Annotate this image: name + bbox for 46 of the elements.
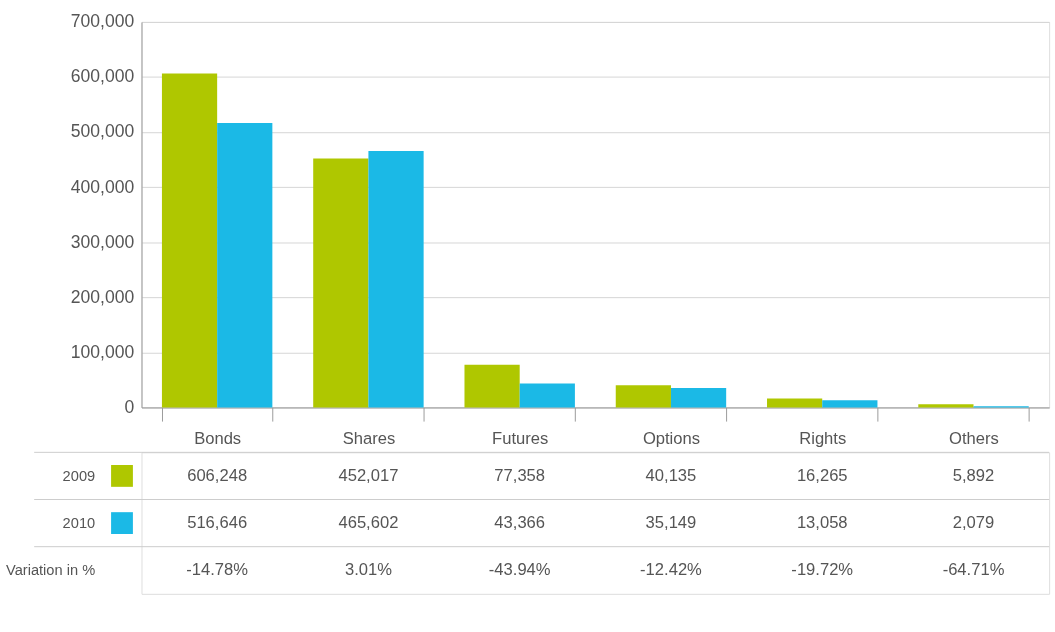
data-label: 452,017 <box>338 465 399 485</box>
x-tick-label: Futures <box>492 429 549 449</box>
x-tick-label: Rights <box>799 429 847 449</box>
y-tick-label: 200,000 <box>70 286 135 307</box>
bar <box>822 400 878 408</box>
bar <box>368 151 424 408</box>
data-label: 2,079 <box>952 512 995 532</box>
bar <box>464 364 520 408</box>
data-label: 606,248 <box>187 465 248 485</box>
text: -14.78% <box>186 560 249 580</box>
text: 3.01% <box>344 560 393 580</box>
x-tick-label: Bonds <box>194 429 242 449</box>
y-tick-label: 500,000 <box>70 121 135 142</box>
bar <box>313 158 369 408</box>
text: Variation in % <box>6 562 96 579</box>
y-tick-label: 300,000 <box>70 231 135 252</box>
data-label: 465,602 <box>338 512 399 532</box>
bar <box>767 398 823 408</box>
bar <box>615 385 671 408</box>
data-label: 5,892 <box>952 465 995 485</box>
y-tick-label: 100,000 <box>70 341 135 362</box>
text: -12.42% <box>640 560 703 580</box>
legend-label: 2009 <box>62 467 96 484</box>
text: -43.94% <box>488 560 551 580</box>
data-label: 16,265 <box>796 465 848 485</box>
x-tick-label: Others <box>949 429 999 449</box>
legend-label: 2010 <box>62 514 96 531</box>
data-label: 77,358 <box>494 465 546 485</box>
bar <box>670 388 727 408</box>
x-tick-label: Options <box>642 429 701 449</box>
y-tick-label: 600,000 <box>70 66 135 87</box>
bar <box>519 383 575 408</box>
data-label: 35,149 <box>645 512 697 532</box>
y-tick-label: 400,000 <box>70 176 135 197</box>
y-tick-label: 700,000 <box>70 11 135 32</box>
bar <box>161 73 218 408</box>
data-label: 13,058 <box>796 512 848 532</box>
y-tick-label: 0 <box>124 396 135 417</box>
data-label: 43,366 <box>494 512 546 532</box>
text: -64.71% <box>942 560 1005 580</box>
bar <box>217 122 273 408</box>
data-label: 516,646 <box>187 512 248 532</box>
data-label: 40,135 <box>645 465 697 485</box>
text: -19.72% <box>791 560 854 580</box>
bar <box>918 404 974 408</box>
x-tick-label: Shares <box>342 429 396 449</box>
